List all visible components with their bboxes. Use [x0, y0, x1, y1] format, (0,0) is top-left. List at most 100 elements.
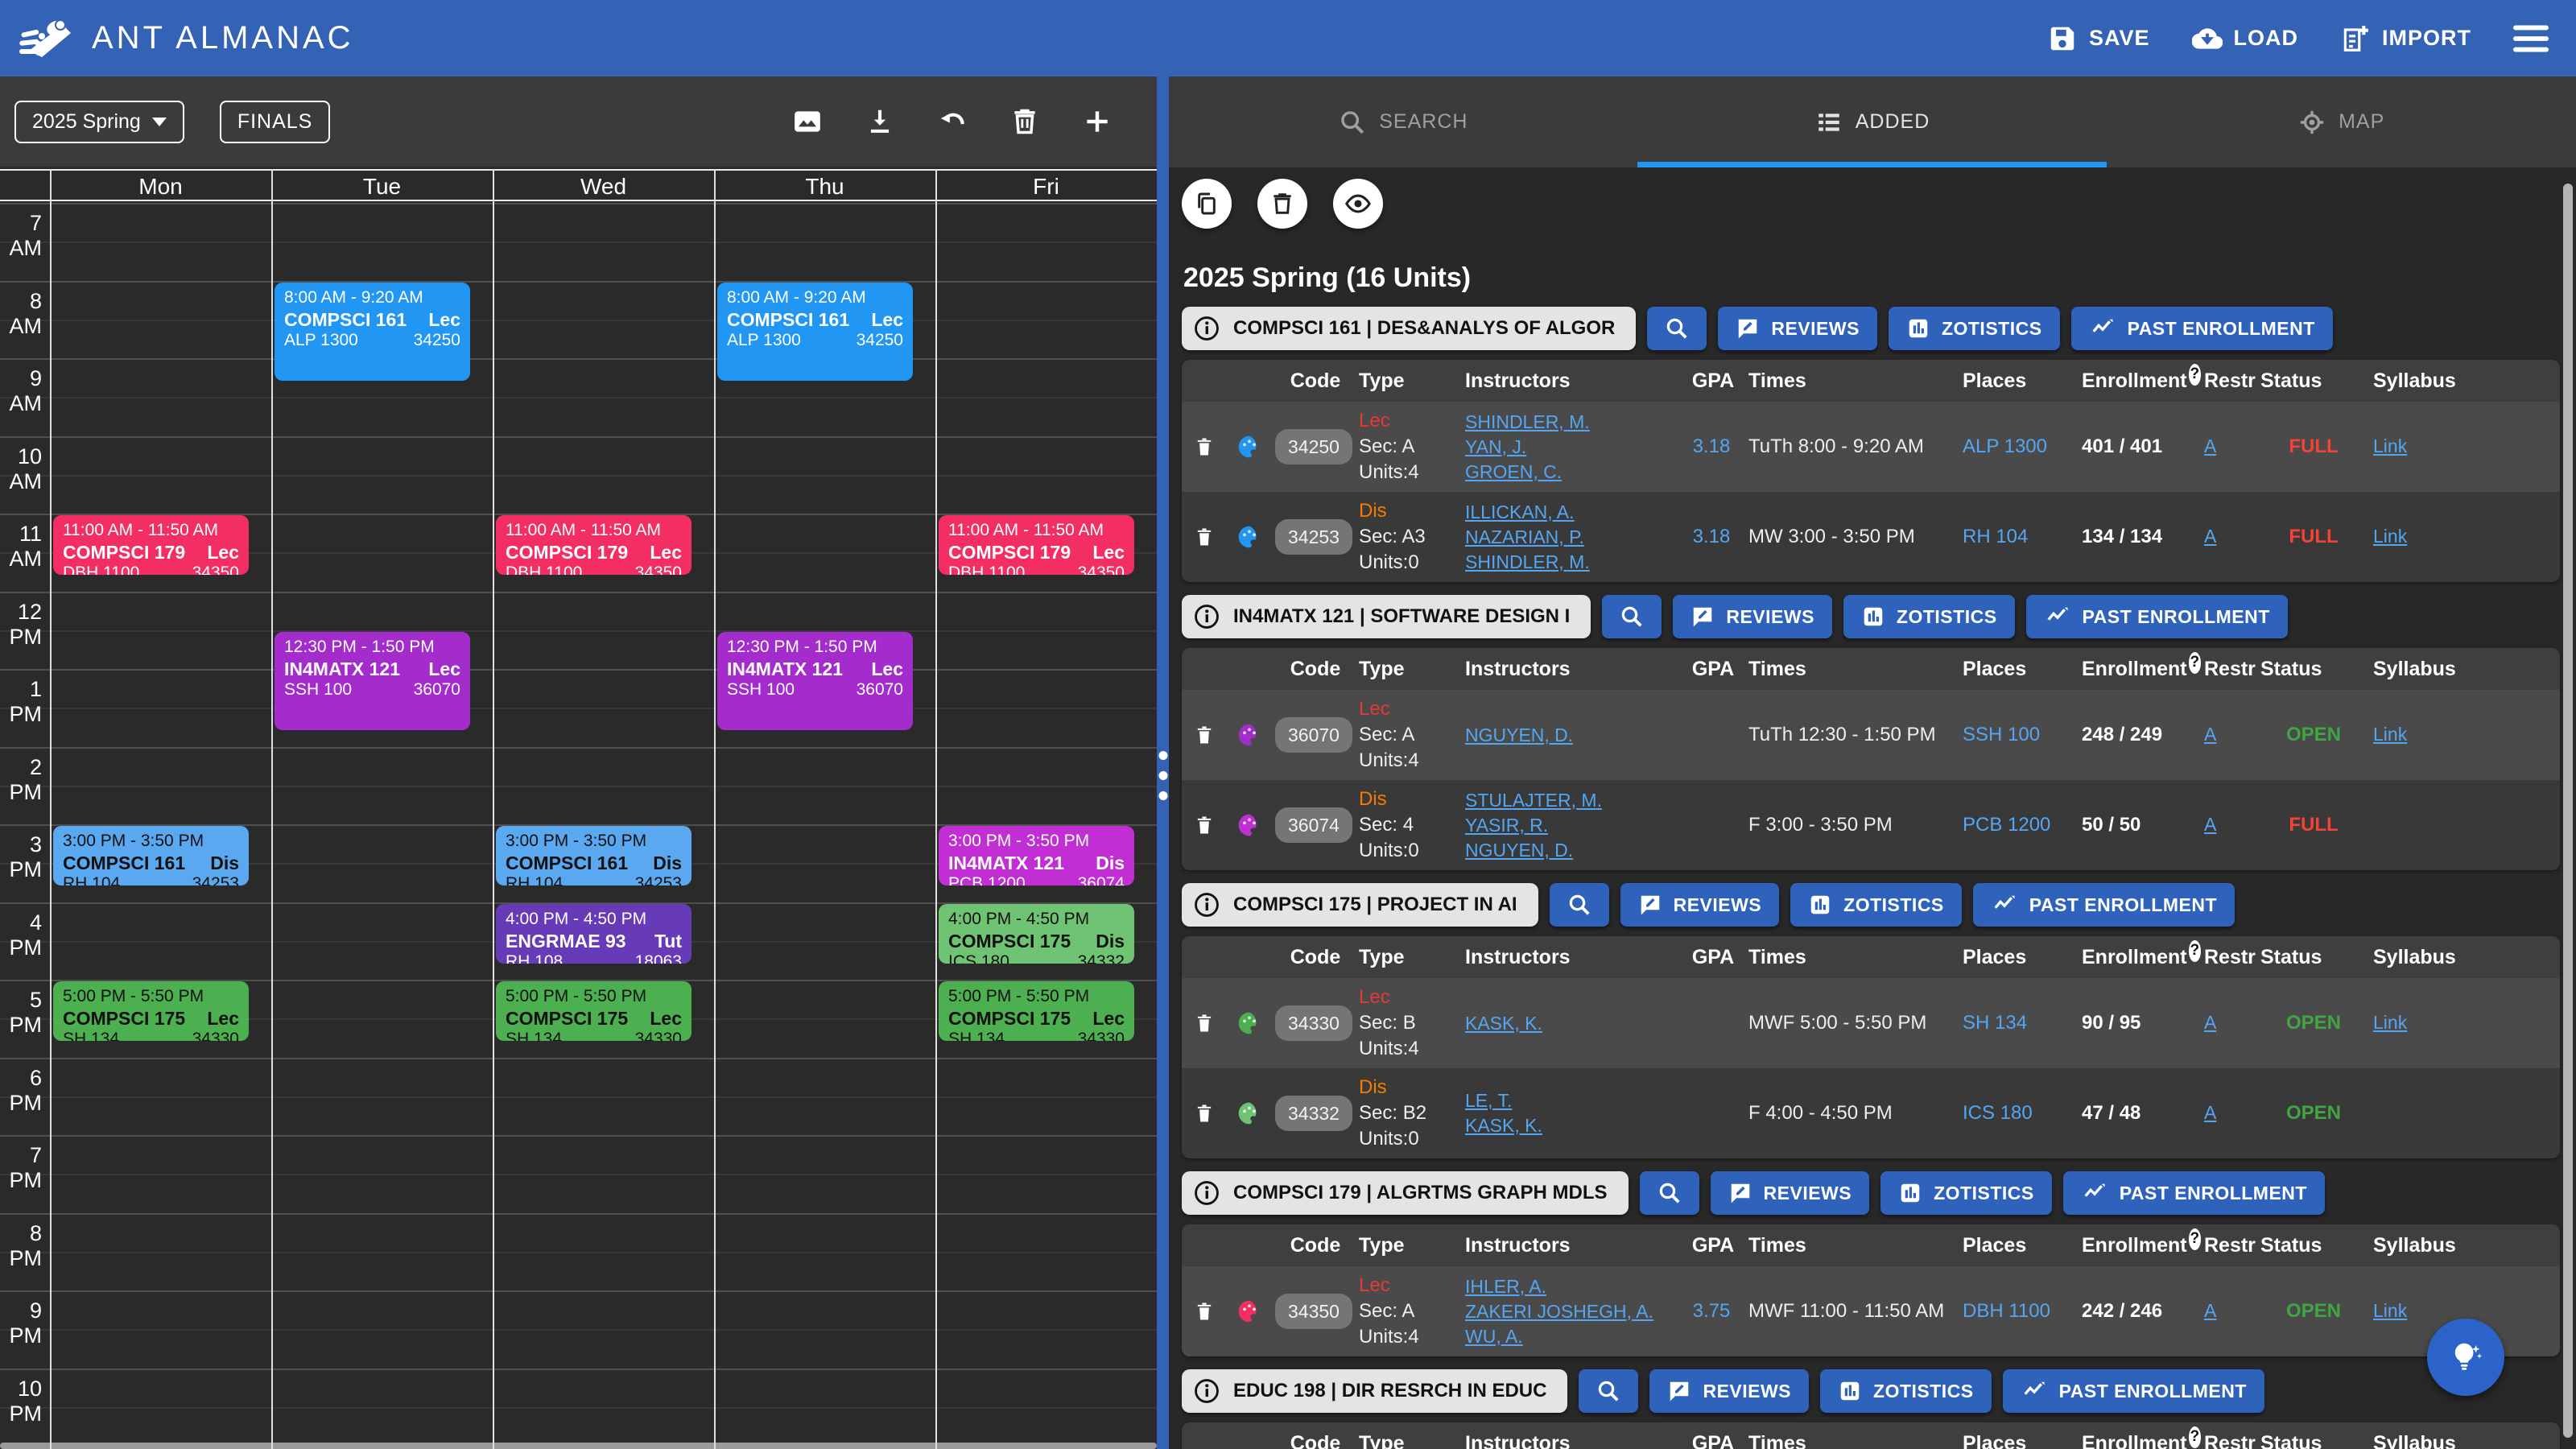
place-link[interactable]: DBH 1100: [1963, 1300, 2050, 1322]
save-button[interactable]: SAVE: [2047, 23, 2150, 54]
syllabus-link[interactable]: Link: [2373, 724, 2408, 745]
past-enrollment-button[interactable]: PAST ENROLLMENT: [2002, 1369, 2264, 1413]
term-select[interactable]: 2025 Spring: [14, 100, 184, 143]
vertical-scrollbar[interactable]: [2563, 184, 2573, 1438]
calendar-event-34250[interactable]: 8:00 AM - 9:20 AM COMPSCI 161 Lec ALP 1300 3…: [275, 282, 470, 382]
course-search-button[interactable]: [1647, 307, 1707, 350]
gpa-value[interactable]: [1678, 727, 1745, 743]
calendar-event-34253[interactable]: 3:00 PM - 3:50 PM COMPSCI 161 Dis RH 104 342…: [53, 826, 249, 886]
calendar-event-36074[interactable]: 3:00 PM - 3:50 PM IN4MATX 121 Dis PCB 1200 3…: [939, 826, 1134, 886]
course-search-button[interactable]: [1639, 1171, 1699, 1215]
calendar-grid[interactable]: 7 AM 8 AM 9 AM 10 AM 11 AM 12 PM 1 PM 2 PM 3 PM 4…: [0, 203, 1157, 1449]
horizontal-scrollbar[interactable]: [0, 1443, 1157, 1449]
instructor-link[interactable]: ZAKERI JOSHEGH, A.: [1465, 1300, 1653, 1322]
past-enrollment-button[interactable]: PAST ENROLLMENT: [2070, 307, 2333, 350]
course-title-button[interactable]: COMPSCI 161 | DES&ANALYS OF ALGOR: [1182, 307, 1637, 350]
place-link[interactable]: RH 104: [1963, 526, 2029, 547]
calendar-event-34350[interactable]: 11:00 AM - 11:50 AM COMPSCI 179 Lec DBH 110…: [53, 515, 249, 576]
row-delete-button[interactable]: [1182, 1003, 1227, 1043]
course-search-button[interactable]: [1579, 1369, 1639, 1413]
instructor-link[interactable]: NGUYEN, D.: [1465, 724, 1574, 745]
tab-map[interactable]: MAP: [2107, 76, 2576, 167]
calendar-event-36070[interactable]: 12:30 PM - 1:50 PM IN4MATX 121 Lec SSH 100 3…: [717, 631, 913, 731]
restriction-link[interactable]: A: [2204, 1102, 2217, 1123]
instructor-link[interactable]: YAN, J.: [1465, 436, 1527, 457]
restriction-link[interactable]: A: [2204, 1300, 2217, 1321]
calendar-event-34250[interactable]: 8:00 AM - 9:20 AM COMPSCI 161 Lec ALP 1300 3…: [717, 282, 913, 382]
past-enrollment-button[interactable]: PAST ENROLLMENT: [2025, 595, 2288, 638]
delete-schedule-button[interactable]: [1257, 179, 1307, 229]
calendar-event-34330[interactable]: 5:00 PM - 5:50 PM COMPSCI 175 Lec SH 134 343…: [53, 981, 249, 1042]
gpa-value[interactable]: [1678, 817, 1745, 833]
calendar-event-34350[interactable]: 11:00 AM - 11:50 AM COMPSCI 179 Lec DBH 110…: [496, 515, 691, 576]
restriction-link[interactable]: A: [2204, 1012, 2217, 1033]
instructor-link[interactable]: KASK, K.: [1465, 1115, 1542, 1136]
row-color-button[interactable]: [1227, 1002, 1272, 1044]
gpa-value[interactable]: [1678, 1015, 1745, 1031]
calendar-event-34350[interactable]: 11:00 AM - 11:50 AM COMPSCI 179 Lec DBH 110…: [939, 515, 1134, 576]
course-search-button[interactable]: [1602, 595, 1662, 638]
copy-schedule-button[interactable]: [1182, 179, 1232, 229]
gpa-value[interactable]: 3.18: [1692, 526, 1731, 547]
finals-toggle[interactable]: FINALS: [219, 100, 331, 143]
feedback-fab[interactable]: [2427, 1319, 2504, 1396]
section-code-chip[interactable]: 34330: [1275, 1005, 1352, 1041]
restriction-link[interactable]: A: [2204, 724, 2217, 745]
restriction-link[interactable]: A: [2204, 436, 2217, 456]
place-link[interactable]: SSH 100: [1963, 724, 2041, 745]
syllabus-link[interactable]: Link: [2373, 436, 2408, 456]
restriction-link[interactable]: A: [2204, 526, 2217, 547]
menu-icon[interactable]: [2513, 25, 2549, 52]
zotistics-button[interactable]: ZOTISTICS: [1880, 1171, 2052, 1215]
course-search-button[interactable]: [1549, 883, 1609, 927]
instructor-link[interactable]: GROEN, C.: [1465, 460, 1563, 482]
instructor-link[interactable]: SHINDLER, M.: [1465, 551, 1590, 572]
section-code-chip[interactable]: 34250: [1275, 429, 1352, 464]
zotistics-button[interactable]: ZOTISTICS: [1820, 1369, 1992, 1413]
clear-schedule-icon[interactable]: [1009, 106, 1040, 137]
tab-added[interactable]: ADDED: [1638, 76, 2107, 167]
row-color-button[interactable]: [1227, 1092, 1272, 1134]
gpa-value[interactable]: 3.18: [1692, 436, 1731, 457]
course-title-button[interactable]: COMPSCI 175 | PROJECT IN AI: [1182, 883, 1538, 927]
enrollment-help-icon[interactable]: ?: [2188, 1228, 2201, 1250]
row-delete-button[interactable]: [1182, 517, 1227, 557]
course-title-button[interactable]: COMPSCI 179 | ALGRTMS GRAPH MDLS: [1182, 1171, 1629, 1215]
enrollment-help-icon[interactable]: ?: [2188, 651, 2201, 674]
syllabus-link[interactable]: Link: [2373, 1300, 2408, 1321]
reviews-button[interactable]: REVIEWS: [1710, 1171, 1870, 1215]
enrollment-help-icon[interactable]: ?: [2188, 939, 2201, 962]
add-event-icon[interactable]: [1082, 106, 1113, 137]
section-code-chip[interactable]: 36070: [1275, 717, 1352, 753]
past-enrollment-button[interactable]: PAST ENROLLMENT: [2062, 1171, 2325, 1215]
load-button[interactable]: LOAD: [2191, 23, 2299, 54]
row-color-button[interactable]: [1227, 804, 1272, 846]
tab-search[interactable]: SEARCH: [1169, 76, 1638, 167]
zotistics-button[interactable]: ZOTISTICS: [1888, 307, 2060, 350]
toggle-visibility-button[interactable]: [1333, 179, 1383, 229]
instructor-link[interactable]: KASK, K.: [1465, 1012, 1542, 1034]
row-color-button[interactable]: [1227, 516, 1272, 558]
calendar-event-36070[interactable]: 12:30 PM - 1:50 PM IN4MATX 121 Lec SSH 100 3…: [275, 631, 470, 731]
instructor-link[interactable]: SHINDLER, M.: [1465, 411, 1590, 432]
restriction-link[interactable]: A: [2204, 814, 2217, 835]
place-link[interactable]: SH 134: [1963, 1012, 2028, 1034]
row-delete-button[interactable]: [1182, 715, 1227, 755]
screenshot-icon[interactable]: [792, 106, 823, 137]
gpa-value[interactable]: 3.75: [1692, 1300, 1731, 1322]
calendar-event-34330[interactable]: 5:00 PM - 5:50 PM COMPSCI 175 Lec SH 134 343…: [939, 981, 1134, 1042]
row-color-button[interactable]: [1227, 426, 1272, 468]
row-color-button[interactable]: [1227, 714, 1272, 756]
calendar-event-34253[interactable]: 3:00 PM - 3:50 PM COMPSCI 161 Dis RH 104 342…: [496, 826, 691, 886]
enrollment-help-icon[interactable]: ?: [2188, 1426, 2201, 1448]
place-link[interactable]: PCB 1200: [1963, 814, 2051, 836]
row-delete-button[interactable]: [1182, 1093, 1227, 1133]
row-delete-button[interactable]: [1182, 805, 1227, 845]
zotistics-button[interactable]: ZOTISTICS: [1843, 595, 2015, 638]
calendar-event-34330[interactable]: 5:00 PM - 5:50 PM COMPSCI 175 Lec SH 134 343…: [496, 981, 691, 1042]
reviews-button[interactable]: REVIEWS: [1620, 883, 1780, 927]
enrollment-help-icon[interactable]: ?: [2188, 363, 2201, 386]
instructor-link[interactable]: IHLER, A.: [1465, 1275, 1546, 1297]
reviews-button[interactable]: REVIEWS: [1718, 307, 1877, 350]
section-code-chip[interactable]: 34350: [1275, 1294, 1352, 1329]
